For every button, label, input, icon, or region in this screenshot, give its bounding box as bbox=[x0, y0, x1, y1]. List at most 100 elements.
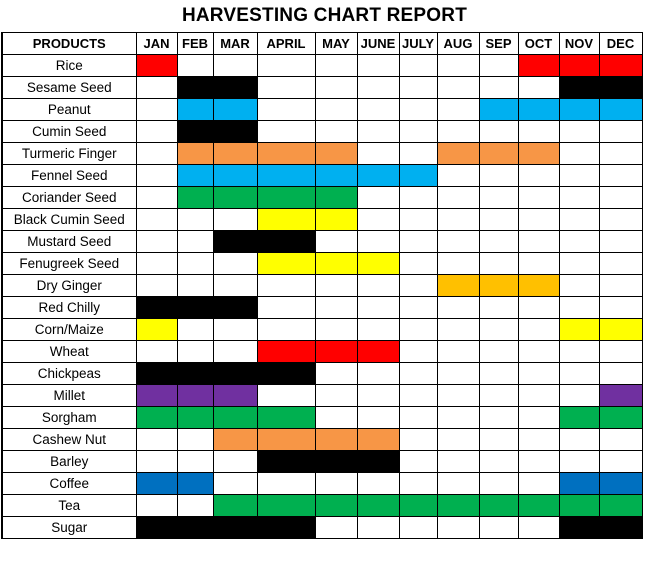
empty-cell bbox=[176, 494, 214, 517]
empty-cell bbox=[256, 472, 316, 495]
product-label: Millet bbox=[1, 384, 137, 407]
harvest-cell-april bbox=[256, 450, 316, 473]
empty-cell bbox=[356, 472, 400, 495]
empty-cell bbox=[135, 98, 178, 121]
empty-cell bbox=[478, 428, 519, 451]
month-header-july: JULY bbox=[398, 32, 438, 55]
empty-cell bbox=[398, 54, 438, 77]
empty-cell bbox=[356, 362, 400, 385]
empty-cell bbox=[212, 450, 258, 473]
table-row: Millet bbox=[1, 384, 643, 407]
empty-cell bbox=[436, 428, 480, 451]
table-row: Red Chilly bbox=[1, 296, 643, 319]
empty-cell bbox=[598, 428, 643, 451]
empty-cell bbox=[558, 230, 600, 253]
empty-cell bbox=[558, 384, 600, 407]
empty-cell bbox=[135, 230, 178, 253]
empty-cell bbox=[478, 384, 519, 407]
empty-cell bbox=[598, 274, 643, 297]
empty-cell bbox=[478, 252, 519, 275]
empty-cell bbox=[314, 274, 358, 297]
harvest-cell-sep bbox=[478, 274, 519, 297]
empty-cell bbox=[436, 362, 480, 385]
empty-cell bbox=[478, 406, 519, 429]
product-label: Barley bbox=[1, 450, 137, 473]
harvest-cell-june bbox=[356, 494, 400, 517]
harvest-cell-may bbox=[314, 340, 358, 363]
empty-cell bbox=[517, 230, 560, 253]
harvest-cell-april bbox=[256, 516, 316, 539]
month-header-jan: JAN bbox=[135, 32, 178, 55]
harvest-cell-mar bbox=[212, 428, 258, 451]
empty-cell bbox=[398, 230, 438, 253]
harvest-cell-oct bbox=[517, 98, 560, 121]
chart-title: HARVESTING CHART REPORT bbox=[181, 5, 468, 26]
empty-cell bbox=[135, 494, 178, 517]
empty-cell bbox=[558, 274, 600, 297]
empty-cell bbox=[135, 142, 178, 165]
table-row: Peanut bbox=[1, 98, 643, 121]
empty-cell bbox=[436, 54, 480, 77]
table-row: Turmeric Finger bbox=[1, 142, 643, 165]
empty-cell bbox=[478, 362, 519, 385]
empty-cell bbox=[598, 208, 643, 231]
harvest-table: PRODUCTS JAN FEB MAR APRIL MAY JUNE JULY AUG SEP… bbox=[1, 32, 643, 539]
empty-cell bbox=[436, 384, 480, 407]
harvest-cell-jan bbox=[135, 362, 178, 385]
empty-cell bbox=[478, 296, 519, 319]
harvest-cell-aug bbox=[436, 494, 480, 517]
harvest-cell-dec bbox=[598, 472, 643, 495]
empty-cell bbox=[135, 274, 178, 297]
empty-cell bbox=[598, 362, 643, 385]
empty-cell bbox=[436, 186, 480, 209]
harvest-cell-feb bbox=[176, 362, 214, 385]
empty-cell bbox=[478, 340, 519, 363]
empty-cell bbox=[135, 340, 178, 363]
empty-cell bbox=[135, 428, 178, 451]
empty-cell bbox=[517, 252, 560, 275]
harvest-cell-nov bbox=[558, 472, 600, 495]
harvest-cell-nov bbox=[558, 516, 600, 539]
empty-cell bbox=[176, 54, 214, 77]
harvest-cell-mar bbox=[212, 406, 258, 429]
empty-cell bbox=[135, 450, 178, 473]
harvest-cell-oct bbox=[517, 494, 560, 517]
empty-cell bbox=[517, 120, 560, 143]
empty-cell bbox=[256, 98, 316, 121]
harvest-cell-nov bbox=[558, 318, 600, 341]
empty-cell bbox=[598, 296, 643, 319]
empty-cell bbox=[436, 252, 480, 275]
month-header-nov: NOV bbox=[558, 32, 600, 55]
harvest-cell-jan bbox=[135, 516, 178, 539]
empty-cell bbox=[356, 208, 400, 231]
table-row: Sesame Seed bbox=[1, 76, 643, 99]
harvest-cell-mar bbox=[212, 142, 258, 165]
table-row: Cumin Seed bbox=[1, 120, 643, 143]
harvest-cell-april bbox=[256, 340, 316, 363]
empty-cell bbox=[135, 120, 178, 143]
empty-cell bbox=[356, 186, 400, 209]
empty-cell bbox=[356, 406, 400, 429]
empty-cell bbox=[176, 340, 214, 363]
empty-cell bbox=[436, 340, 480, 363]
empty-cell bbox=[176, 208, 214, 231]
empty-cell bbox=[256, 274, 316, 297]
harvest-cell-mar bbox=[212, 164, 258, 187]
empty-cell bbox=[478, 186, 519, 209]
month-header-feb: FEB bbox=[176, 32, 214, 55]
empty-cell bbox=[314, 472, 358, 495]
harvest-cell-feb bbox=[176, 472, 214, 495]
empty-cell bbox=[314, 406, 358, 429]
empty-cell bbox=[558, 296, 600, 319]
empty-cell bbox=[598, 164, 643, 187]
harvest-cell-jan bbox=[135, 472, 178, 495]
empty-cell bbox=[478, 54, 519, 77]
harvest-cell-sep bbox=[478, 98, 519, 121]
empty-cell bbox=[517, 208, 560, 231]
table-row: Sugar bbox=[1, 516, 643, 539]
harvest-cell-oct bbox=[517, 142, 560, 165]
empty-cell bbox=[398, 428, 438, 451]
table-row: Coffee bbox=[1, 472, 643, 495]
empty-cell bbox=[314, 54, 358, 77]
harvest-cell-dec bbox=[598, 516, 643, 539]
